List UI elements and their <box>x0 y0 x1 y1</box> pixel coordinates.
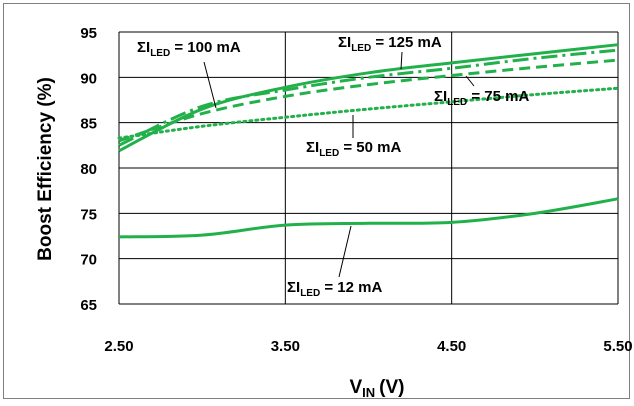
series-line-1 <box>117 86 620 140</box>
y-tick-labels: 65 70 75 80 85 90 95 <box>80 25 97 314</box>
y-tick-label: 65 <box>80 297 97 314</box>
x-tick-labels: 2.50 3.50 4.50 5.50 <box>104 338 632 355</box>
annotation-leader-4 <box>338 225 352 278</box>
y-tick-label: 90 <box>80 70 97 87</box>
y-tick-label: 95 <box>80 25 97 42</box>
series-lines <box>117 43 620 239</box>
annotation-leader-1 <box>400 51 403 70</box>
annotation-leader-0 <box>203 61 217 109</box>
x-tick-label: 3.50 <box>271 338 300 355</box>
series-line-0 <box>118 197 619 239</box>
annotation-75ma: ΣILED = 75 mA <box>434 88 529 108</box>
y-tick-label: 70 <box>80 252 97 269</box>
annotation-100ma: ΣILED = 100 mA <box>137 39 241 59</box>
series-line-2 <box>118 58 619 143</box>
gridlines <box>118 31 619 305</box>
series-line-4 <box>118 43 619 153</box>
annotation-leader-2 <box>465 75 475 87</box>
y-tick-label: 75 <box>80 206 97 223</box>
y-tick-label: 80 <box>80 161 97 178</box>
annotation-50ma: ΣILED = 50 mA <box>306 139 401 159</box>
annotation-12ma: ΣILED = 12 mA <box>287 279 382 299</box>
annotation-leaders <box>203 51 475 278</box>
x-tick-label: 4.50 <box>437 338 466 355</box>
y-tick-label: 85 <box>80 116 97 133</box>
annotation-125ma: ΣILED = 125 mA <box>338 34 442 54</box>
x-tick-label: 5.50 <box>603 338 632 355</box>
efficiency-chart: 65 70 75 80 85 90 95 2.50 3.50 4.50 5.50 Boost Ef… <box>35 25 633 400</box>
series-line-3 <box>118 48 619 147</box>
chart-frame: 65 70 75 80 85 90 95 2.50 3.50 4.50 5.50 Boost Ef… <box>3 3 633 400</box>
x-axis-title: VIN (V) <box>349 377 404 400</box>
x-tick-label: 2.50 <box>104 338 133 355</box>
y-axis-title: Boost Efficiency (%) <box>35 77 56 261</box>
